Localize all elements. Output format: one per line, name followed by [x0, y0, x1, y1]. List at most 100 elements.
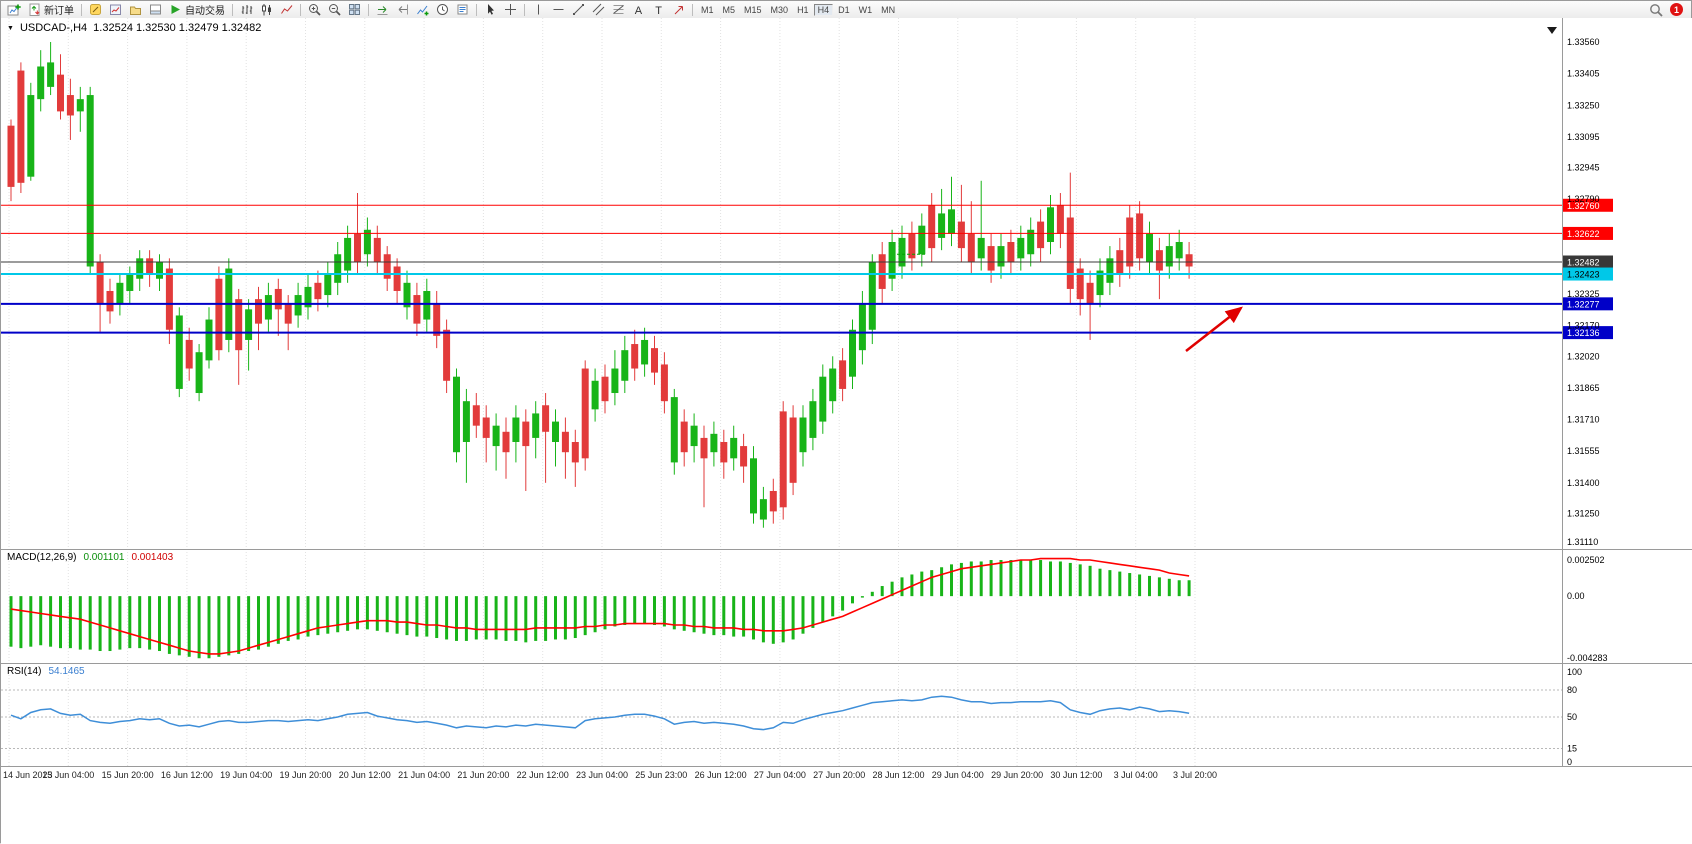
candle-body [799, 417, 807, 453]
time-axis-label: 27 Jun 20:00 [813, 770, 865, 780]
candle-body [928, 205, 936, 249]
timeframe-h1[interactable]: H1 [797, 4, 809, 15]
horizontal-line-tool-button[interactable] [549, 2, 568, 17]
candle-body [136, 258, 144, 279]
rsi-scale-label: 15 [1567, 744, 1577, 754]
candle-body [96, 262, 104, 304]
market-watch-icon [110, 4, 121, 15]
templates-button[interactable] [453, 2, 472, 17]
price-tag [1563, 297, 1613, 311]
channel-tool-button[interactable] [589, 2, 608, 17]
auto-trading-icon [171, 5, 180, 14]
candle-body [1017, 237, 1025, 259]
templates-icon [457, 4, 468, 15]
metaeditor-button[interactable] [86, 2, 105, 17]
fibonacci-tool-button[interactable] [609, 2, 628, 17]
cursor-button[interactable] [481, 2, 500, 17]
candle-body [175, 315, 183, 389]
bar-chart-button[interactable] [237, 2, 256, 17]
candle-body [47, 62, 55, 87]
candle-body [849, 329, 856, 377]
new-chart-icon [7, 4, 21, 15]
toolbar-right-group: 1 [1649, 3, 1688, 17]
candle-body [462, 401, 470, 442]
candle-body [819, 376, 827, 422]
candle-body [552, 421, 559, 442]
timeframe-mn[interactable]: MN [881, 4, 896, 15]
candle-body [750, 458, 757, 514]
line-chart-button[interactable] [277, 2, 296, 17]
text-label-tool-button[interactable]: T [649, 2, 668, 17]
tile-windows-button[interactable] [345, 2, 364, 17]
timeframe-m30[interactable]: M30 [770, 4, 789, 15]
indicators-button[interactable] [413, 2, 432, 17]
candle-body [660, 364, 668, 402]
price-tag-label: 1.32423 [1567, 270, 1600, 280]
time-axis-label: 27 Jun 04:00 [754, 770, 806, 780]
arrow-annotation[interactable] [1185, 306, 1243, 352]
periods-button[interactable] [433, 2, 452, 17]
candle-body [66, 95, 74, 116]
candle-body [759, 499, 767, 520]
crosshair-button[interactable] [501, 2, 520, 17]
arrows-tool-button[interactable] [669, 2, 688, 17]
candle-body [1175, 242, 1183, 259]
candle-body [334, 254, 342, 283]
price-axis-label: 1.32325 [1567, 289, 1600, 299]
rsi-scale-label: 50 [1567, 712, 1577, 722]
candle-body [126, 274, 134, 291]
market-watch-button[interactable] [106, 2, 125, 17]
timeframe-d1[interactable]: D1 [838, 4, 850, 15]
chart-canvas[interactable]: 1.32760 1.32622 1.32482 1.32423 1.32277 1.321… [1, 18, 1692, 844]
candle-body [17, 70, 25, 183]
trendline-tool-button[interactable] [569, 2, 588, 17]
auto-trading-button[interactable]: 自动交易 [166, 2, 228, 17]
zoom-in-button[interactable] [305, 2, 324, 17]
timeframe-m1[interactable]: M1 [701, 4, 714, 15]
terminal-button[interactable] [146, 2, 165, 17]
new-order-button[interactable]: 新订单 [25, 2, 77, 17]
candle-body [1056, 205, 1064, 234]
new-chart-button[interactable] [4, 2, 24, 17]
vertical-line-tool-button[interactable] [529, 2, 548, 17]
price-tag [1563, 198, 1613, 212]
timeframe-w1[interactable]: W1 [858, 4, 873, 15]
timeframe-m5[interactable]: M5 [722, 4, 736, 15]
rsi-line [10, 695, 1190, 731]
text-tool-button[interactable]: A [629, 2, 648, 17]
timeframe-m15[interactable]: M15 [744, 4, 762, 15]
chart-window[interactable]: 1.32760 1.32622 1.32482 1.32423 1.32277 1.321… [1, 18, 1692, 844]
auto-scroll-button[interactable] [373, 2, 392, 17]
candle-body [274, 288, 282, 310]
price-axis-label: 1.32170 [1567, 321, 1600, 331]
time-axis-label: 25 Jun 23:00 [635, 770, 687, 780]
candle-body [57, 74, 64, 112]
candle-body [373, 237, 381, 263]
candle-body [1096, 270, 1104, 296]
candle-body [1066, 217, 1074, 289]
candle-body [680, 421, 688, 453]
price-axis-label: 1.32020 [1567, 351, 1600, 361]
notification-badge[interactable]: 1 [1670, 3, 1683, 16]
candle-body [146, 258, 154, 275]
candle-body [809, 401, 817, 438]
zoom-out-button[interactable] [325, 2, 344, 17]
candle-body [1136, 213, 1144, 259]
candle-body [255, 299, 262, 324]
macd-signal-value: 0.001403 [131, 552, 174, 563]
navigator-button[interactable] [126, 2, 145, 17]
candle-body [393, 266, 401, 291]
candle-body [522, 421, 530, 447]
time-axis-label: 20 Jun 12:00 [339, 770, 391, 780]
rsi-value: 54.1465 [48, 666, 85, 677]
candle-body [740, 446, 748, 467]
horizontal-line-icon [553, 9, 564, 10]
equidistant-channel-icon [592, 3, 605, 16]
one-click-trading-toggle[interactable]: ▼ [7, 24, 14, 32]
chart-shift-button[interactable] [393, 2, 412, 17]
timeframe-h4[interactable]: H4 [813, 3, 834, 16]
candle-body [690, 425, 698, 447]
search-icon[interactable] [1649, 3, 1663, 17]
fibonacci-icon [613, 5, 624, 14]
candlestick-chart-button[interactable] [257, 2, 276, 17]
